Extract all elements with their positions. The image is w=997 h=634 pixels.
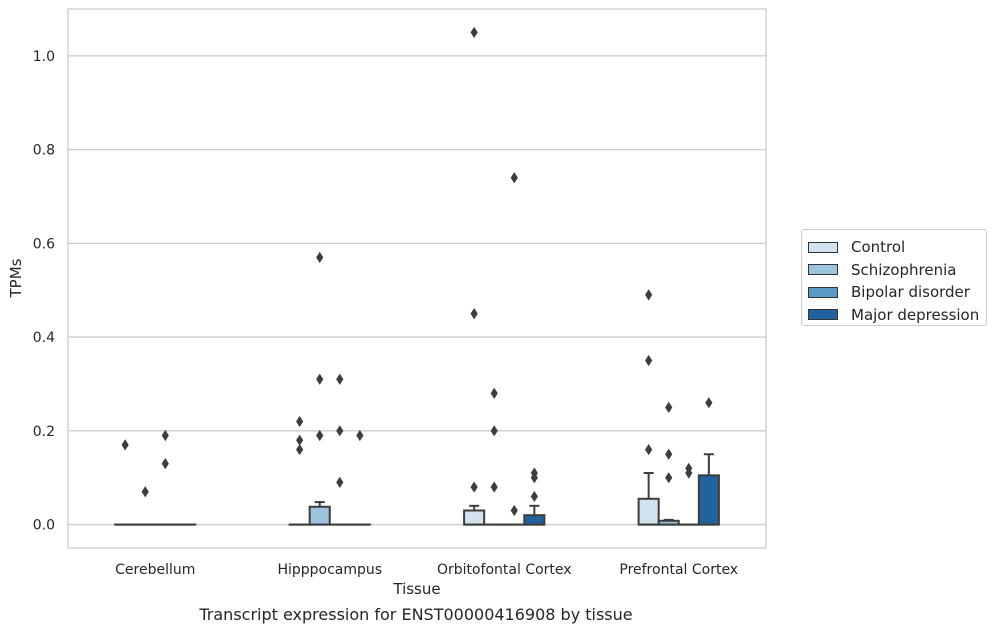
- outlier-point: [530, 472, 538, 484]
- outlier-points: [121, 26, 713, 517]
- outlier-point: [645, 443, 653, 456]
- legend-item-bipolar-disorder: Bipolar disorder: [808, 281, 986, 304]
- x-tick-labels: Cerebellum Hipppocampus Orbitofontal Corte…: [115, 562, 738, 578]
- legend-item-major-depression: Major depression: [808, 304, 986, 327]
- y-axis-label: TPMs: [7, 258, 25, 298]
- x-tick-label-orbitofontal-cortex: Orbitofontal Cortex: [437, 562, 572, 578]
- box-major-depression-prefrontal-cortex: [697, 453, 720, 526]
- outlier-point: [316, 429, 324, 442]
- outlier-point: [161, 429, 169, 442]
- outlier-point: [336, 476, 344, 488]
- outlier-point: [645, 354, 653, 367]
- legend-swatch-bipolar-disorder: [808, 286, 838, 298]
- y-tick-label: 0.4: [33, 330, 55, 346]
- outlier-point: [296, 443, 304, 456]
- box-body: [697, 474, 720, 526]
- box-body: [523, 514, 546, 526]
- outlier-point: [316, 373, 324, 385]
- outlier-point: [665, 448, 673, 460]
- legend-item-schizophrenia: Schizophrenia: [808, 259, 986, 282]
- outlier-point: [510, 504, 518, 517]
- box-body: [463, 509, 486, 526]
- outlier-point: [490, 425, 498, 437]
- legend-label-major-depression: Major depression: [851, 305, 980, 324]
- legend-label-bipolar-disorder: Bipolar disorder: [851, 283, 970, 302]
- box-body: [637, 497, 660, 526]
- outlier-point: [665, 401, 673, 413]
- box-schizophrenia-hipppocampus: [308, 501, 331, 526]
- legend-swatch-major-depression: [808, 309, 838, 321]
- outlier-point: [665, 472, 673, 484]
- outlier-point: [296, 415, 304, 428]
- outlier-point: [316, 251, 324, 264]
- outlier-point: [356, 429, 364, 442]
- outlier-point: [470, 26, 478, 39]
- series-major-depression: [174, 453, 720, 526]
- outlier-point: [470, 481, 478, 493]
- y-tick-labels: 0.0 0.2 0.4 0.6 0.8 1.0: [33, 49, 55, 534]
- series-control: [114, 472, 660, 526]
- x-tick-label-prefrontal-cortex: Prefrontal Cortex: [619, 562, 738, 578]
- x-axis-label: Tissue: [392, 580, 440, 598]
- legend-label-control: Control: [851, 238, 906, 257]
- outlier-point: [490, 481, 498, 493]
- outlier-point: [141, 486, 149, 498]
- outlier-point: [705, 397, 713, 409]
- outlier-point: [161, 458, 169, 470]
- outlier-point: [336, 373, 344, 385]
- legend-swatch-schizophrenia: [808, 264, 838, 276]
- outlier-point: [470, 308, 478, 320]
- box-schizophrenia-prefrontal-cortex: [657, 518, 680, 526]
- y-tick-label: 0.2: [33, 424, 55, 440]
- outlier-point: [121, 439, 129, 451]
- series-schizophrenia: [134, 501, 680, 526]
- outlier-point: [530, 490, 538, 503]
- legend: Control Schizophrenia Bipolar disorder M…: [801, 229, 987, 326]
- box-body: [308, 505, 331, 526]
- x-tick-label-cerebellum: Cerebellum: [115, 562, 195, 578]
- outlier-point: [490, 387, 498, 399]
- legend-label-schizophrenia: Schizophrenia: [851, 260, 957, 279]
- outlier-point: [645, 289, 653, 301]
- gridlines: [68, 55, 766, 526]
- y-tick-label: 0.8: [33, 143, 55, 159]
- outlier-point: [510, 172, 518, 184]
- legend-swatch-control: [808, 241, 838, 253]
- y-tick-label: 1.0: [33, 49, 55, 65]
- y-tick-label: 0.6: [33, 236, 55, 252]
- box-major-depression-orbitofontal-cortex: [523, 504, 546, 526]
- y-tick-label: 0.0: [33, 518, 55, 534]
- outlier-point: [336, 425, 344, 437]
- box-control-prefrontal-cortex: [637, 472, 660, 526]
- outlier-point: [685, 467, 693, 479]
- outlier-point: [296, 434, 304, 446]
- box-control-orbitofontal-cortex: [463, 504, 486, 526]
- legend-item-control: Control: [808, 236, 986, 259]
- chart-caption: Transcript expression for ENST0000041690…: [199, 605, 633, 624]
- plot-frame: [67, 8, 767, 549]
- x-tick-label-hipppocampus: Hipppocampus: [277, 562, 382, 578]
- box-series: [114, 453, 720, 526]
